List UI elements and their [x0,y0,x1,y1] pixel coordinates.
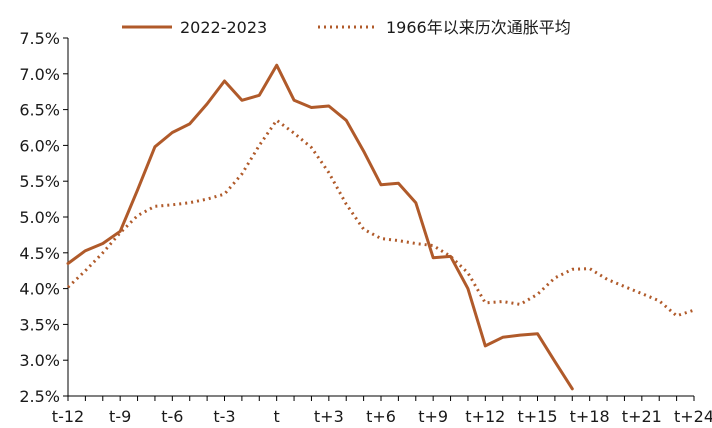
y-tick-label: 5.0% [19,208,60,227]
x-tick-label: t-12 [52,407,84,426]
legend: 2022-2023 1966年以来历次通胀平均 [122,18,571,37]
y-tick-label: 4.5% [19,244,60,263]
y-tick-label: 3.5% [19,315,60,334]
x-tick-label: t+24 [674,407,712,426]
y-tick-label: 7.5% [19,29,60,48]
series-layer [66,63,695,391]
x-tick-label: t+9 [418,407,448,426]
y-tick-label: 2.5% [19,387,60,406]
x-tick-label: t-9 [109,407,131,426]
y-tick-label: 5.5% [19,172,60,191]
y-tick-label: 3.0% [19,351,60,370]
x-tick-label: t+3 [314,407,344,426]
x-axis-ticks: t-12 t-9 t-6 t-3 t t+3 t+6 t+9 t+12 t+15 t+18 t+21 t… [52,396,712,426]
y-tick-label: 7.0% [19,65,60,84]
x-tick-label: t+15 [517,407,557,426]
x-tick-label: t-3 [213,407,235,426]
series-line-dotted [66,118,695,318]
y-tick-label: 6.5% [19,101,60,120]
series-line-solid [66,63,574,391]
x-tick-label: t+12 [465,407,505,426]
y-axis-ticks: 2.5% 3.0% 3.5% 4.0% 4.5% 5.0% 5.5% 6.0% 6.5% 7.0%… [19,29,68,406]
legend-label-solid: 2022-2023 [180,18,267,37]
x-tick-label: t-6 [161,407,183,426]
x-tick-label: t [274,407,280,426]
y-tick-label: 4.0% [19,280,60,299]
legend-label-dotted: 1966年以来历次通胀平均 [386,18,571,37]
x-tick-label: t+18 [570,407,610,426]
y-tick-label: 6.0% [19,136,60,155]
x-tick-label: t+21 [622,407,662,426]
x-tick-label: t+6 [366,407,396,426]
